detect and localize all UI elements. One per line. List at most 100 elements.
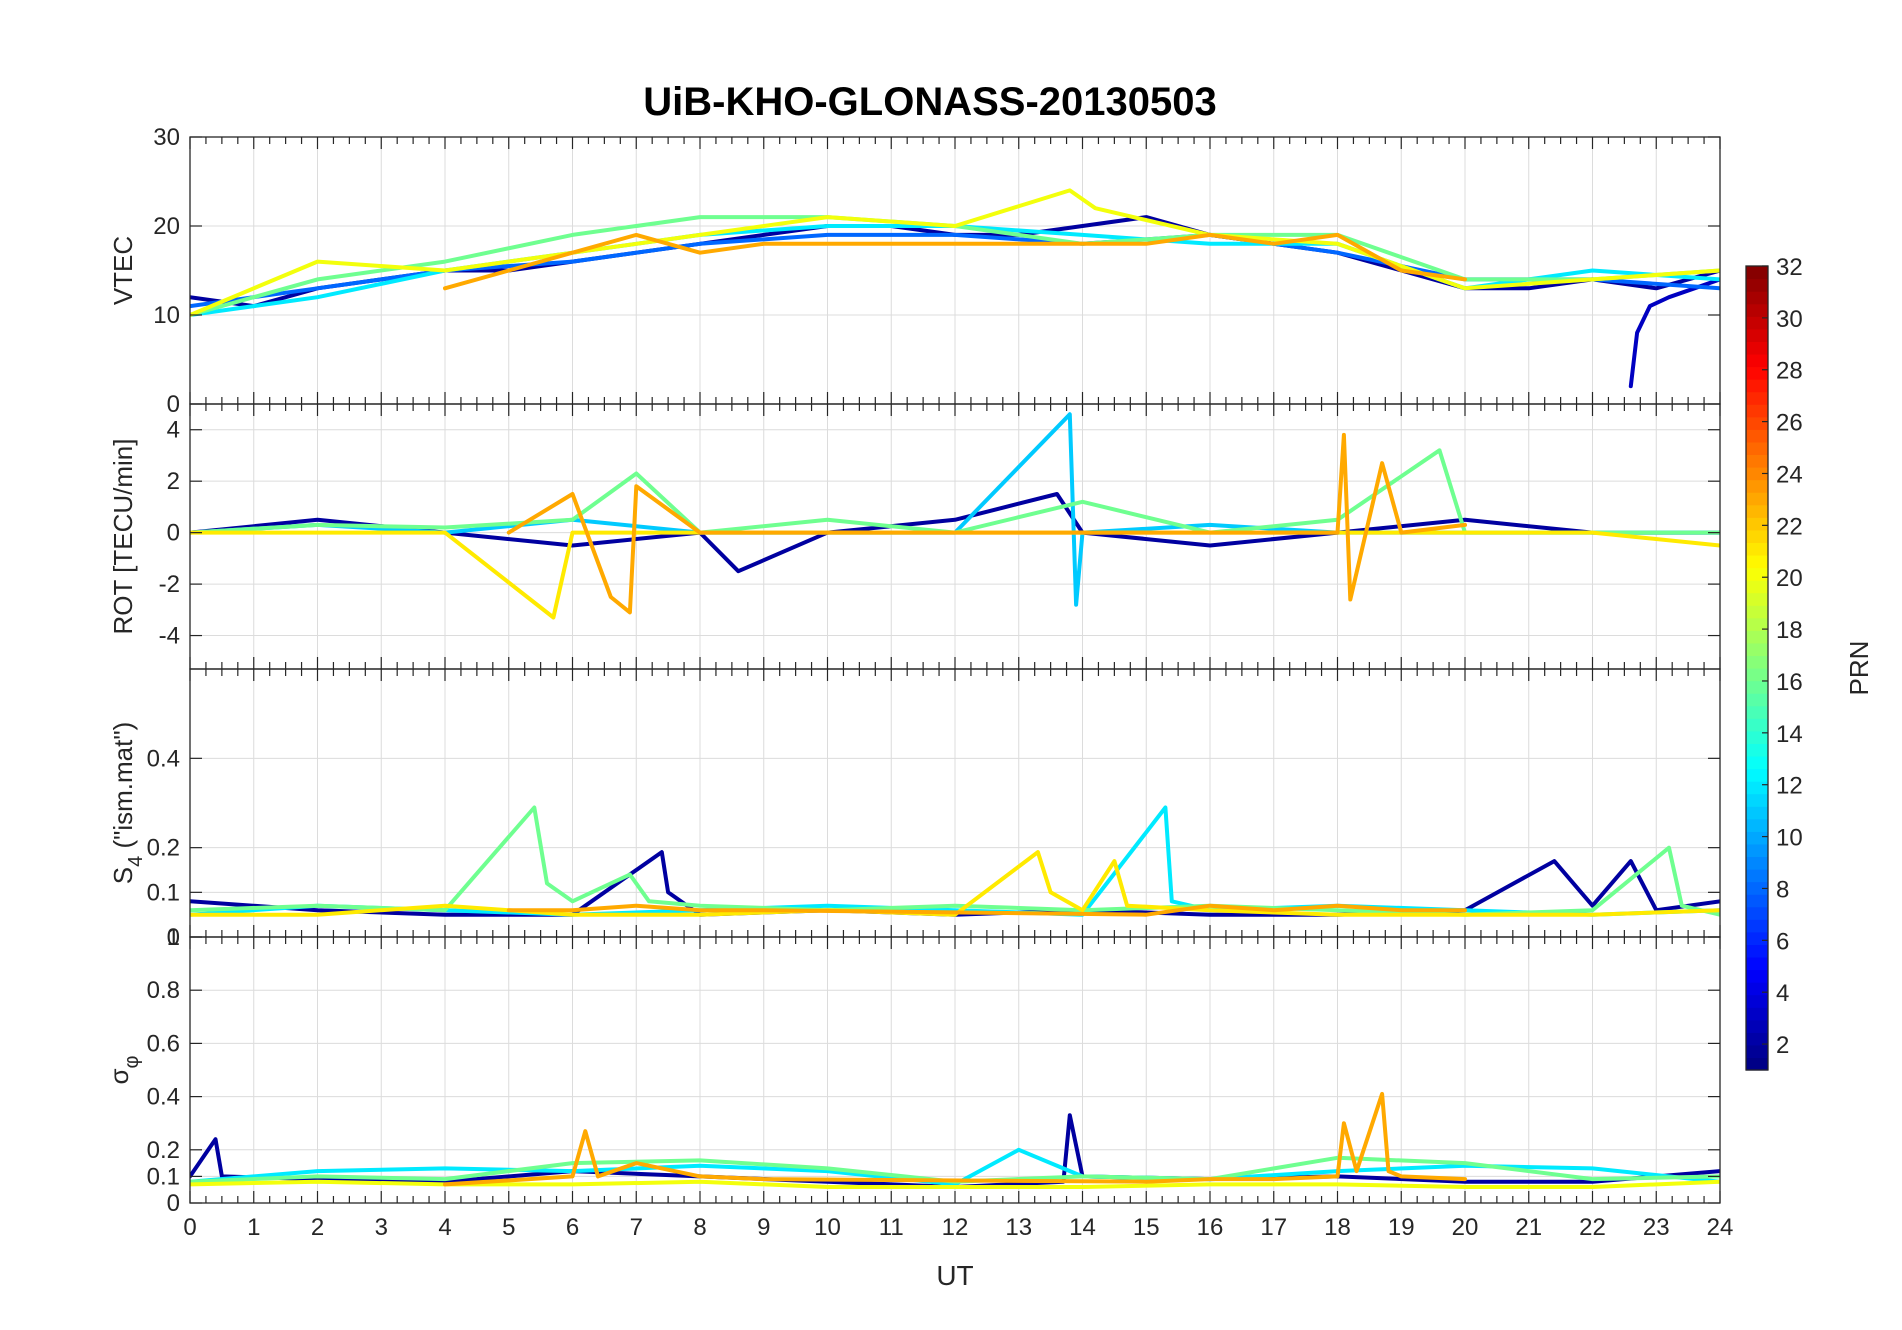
colorbar-swatch [1746,869,1768,883]
x-tick-label: 21 [1515,1214,1542,1241]
colorbar-swatch [1746,806,1768,820]
colorbar-swatch [1746,781,1768,795]
colorbar-swatch [1746,366,1768,380]
colorbar-swatch [1746,316,1768,330]
colorbar-swatch [1746,479,1768,493]
y-ticks: -4 -2 0 2 4 [159,417,1720,650]
colorbar-swatch [1746,906,1768,920]
x-tick-label: 4 [438,1214,451,1241]
x-tick-label: 23 [1643,1214,1670,1241]
x-tick-label: 0 [183,1214,196,1241]
colorbar-swatch [1746,856,1768,870]
x-axis-label: UT [936,1260,973,1291]
panel-rot: -4 -2 0 2 4 ROT [TECU/min] [108,403,1721,670]
colorbar-swatch [1746,1044,1768,1059]
y-tick-label: 0 [167,1190,180,1217]
y-axis-label-s4: S4 ("ism.mat") [108,722,147,884]
colorbar-swatch [1746,492,1768,506]
colorbar-swatch [1746,718,1768,732]
colorbar-tick-label: 6 [1776,928,1789,955]
x-tick-label: 1 [247,1214,260,1241]
x-tick-label: 16 [1197,1214,1224,1241]
y-tick-label: 0.8 [147,977,180,1004]
y-tick-label: -4 [159,623,180,650]
y-tick-label: 0.6 [147,1030,180,1057]
colorbar-swatch [1746,831,1768,845]
colorbar-tick-label: 20 [1776,565,1803,592]
series-prn-23 [443,232,1467,291]
colorbar-swatch [1746,705,1768,719]
y-tick-label: 0.1 [147,1163,180,1190]
colorbar-swatch [1746,982,1768,996]
y-ticks: 00.10.20.40.60.81 [147,924,1720,1217]
colorbar-tick-label: 12 [1776,773,1803,800]
colorbar-swatch [1746,730,1768,744]
x-tick-label: 9 [757,1214,770,1241]
colorbar-tick-label: 2 [1776,1032,1789,1059]
x-ticks [189,937,1721,1203]
colorbar-swatch [1746,266,1768,280]
colorbar-swatch [1746,278,1768,292]
colorbar-swatch [1746,743,1768,757]
colorbar-tick-label: 26 [1776,410,1803,437]
x-tick-label: 20 [1452,1214,1479,1241]
colorbar-swatch [1746,454,1768,468]
colorbar-swatch [1746,517,1768,531]
x-tick-labels: 0 1 2 3 4 5 6 7 8 9 10 11 12 13 14 15 16 17 18 19 20 21 22 23 24 [183,1214,1733,1241]
colorbar-swatch [1746,580,1768,594]
colorbar-swatch [1746,768,1768,782]
series-group [190,412,1720,620]
x-tick-label: 24 [1707,1214,1734,1241]
series-group [190,805,1720,917]
colorbar-swatch [1746,894,1768,908]
colorbar-swatch [1746,1007,1768,1021]
colorbar-tick-label: 30 [1776,306,1803,333]
series-group [190,1091,1720,1189]
x-tick-label: 13 [1005,1214,1032,1241]
colorbar-swatch [1746,567,1768,581]
colorbar-swatch [1746,642,1768,657]
colorbar-swatch [1746,529,1768,543]
colorbar-tick-label: 14 [1776,721,1803,748]
x-ticks [189,669,1721,937]
y-tick-label: 10 [153,302,180,329]
grid [190,669,1720,937]
colorbar-swatch [1746,680,1768,694]
colorbar-swatch [1746,341,1768,355]
y-tick-label: -2 [159,571,180,598]
x-tick-label: 11 [879,1214,904,1241]
colorbar-swatch [1746,416,1768,430]
colorbar-swatch [1746,843,1768,858]
colorbar-swatch [1746,504,1768,518]
x-tick-label: 17 [1260,1214,1287,1241]
x-tick-label: 6 [566,1214,579,1241]
panel-s4: 0 0.1 0.2 0.4S4 ("ism.mat") [108,668,1721,951]
y-tick-label: 2 [167,468,180,495]
colorbar-label: PRN [1844,641,1874,696]
colorbar-tick-label: 24 [1776,461,1803,488]
colorbar-tick-label: 16 [1776,669,1803,696]
x-tick-label: 19 [1388,1214,1415,1241]
colorbar-swatch [1746,944,1768,958]
panel-vtec: 0 10 20 30 VTEC [108,124,1721,418]
series-prn-3 [1628,277,1720,389]
colorbar-tick-label: 10 [1776,825,1803,852]
x-tick-label: 2 [311,1214,324,1241]
y-tick-label: 20 [153,213,180,240]
colorbar-swatch [1746,328,1768,342]
colorbar-tick-label: 32 [1776,254,1803,281]
colorbar-swatch [1746,592,1768,606]
x-tick-label: 14 [1069,1214,1096,1241]
colorbar-swatch [1746,755,1768,770]
series-prn-23 [506,903,1467,917]
x-tick-label: 15 [1133,1214,1160,1241]
colorbar-swatch [1746,353,1768,368]
colorbar-swatch [1746,655,1768,669]
y-tick-label: 0 [167,520,180,547]
colorbar-swatch [1746,605,1768,619]
series-prn-2 [190,492,1720,574]
colorbar-swatch [1746,969,1768,983]
y-ticks: 0 0.1 0.2 0.4 [147,745,1720,951]
colorbar-swatch [1746,693,1768,707]
